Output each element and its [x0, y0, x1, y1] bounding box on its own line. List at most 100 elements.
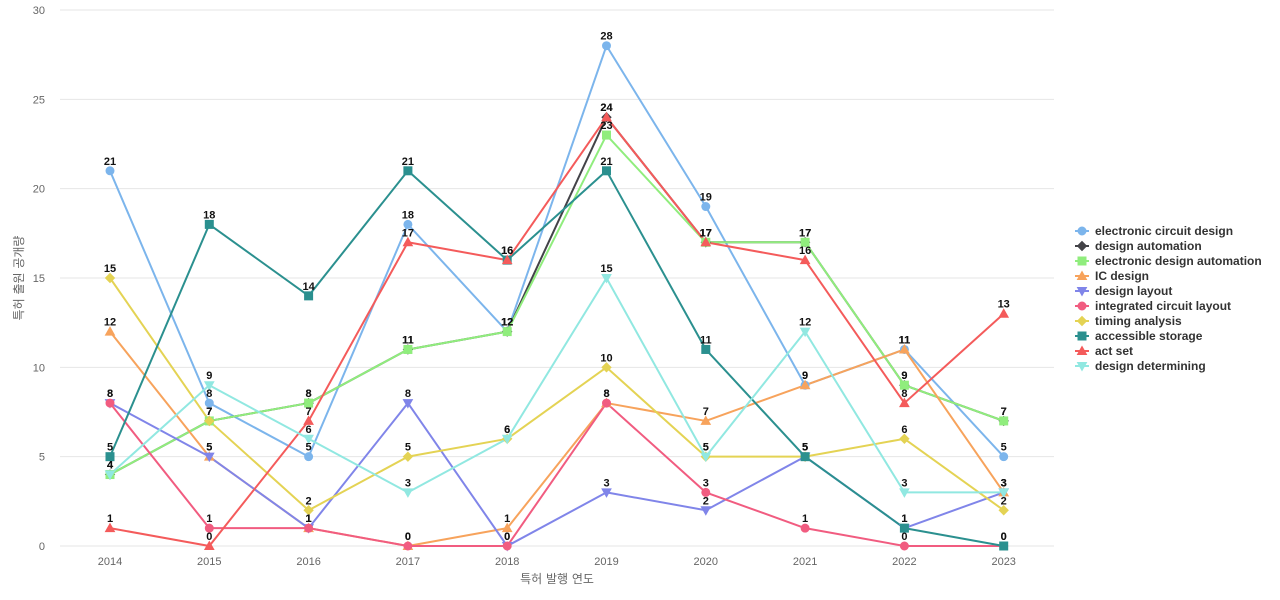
data-point-marker[interactable]	[105, 398, 115, 408]
legend-item[interactable]: act set	[1075, 344, 1133, 358]
legend-item[interactable]: electronic circuit design	[1075, 224, 1233, 238]
data-point-marker[interactable]	[999, 452, 1009, 462]
series-line[interactable]	[109, 44, 1005, 458]
data-label: 5	[405, 442, 411, 454]
data-point-marker[interactable]	[104, 522, 116, 533]
legend-item[interactable]: electronic design automation	[1075, 254, 1262, 268]
data-point-marker[interactable]	[899, 343, 910, 354]
data-point-marker[interactable]	[999, 416, 1009, 426]
data-point-marker[interactable]	[501, 254, 513, 265]
data-point-marker[interactable]	[998, 488, 1010, 498]
data-point-marker[interactable]	[303, 415, 314, 425]
data-point-marker[interactable]	[1076, 315, 1088, 327]
legend-item[interactable]: accessible storage	[1075, 329, 1203, 343]
data-point-marker[interactable]	[502, 327, 512, 337]
legend-item[interactable]: IC design	[1075, 269, 1149, 283]
data-point-marker[interactable]	[403, 344, 413, 354]
data-point-marker[interactable]	[303, 505, 314, 516]
data-point-marker[interactable]	[601, 274, 612, 284]
data-point-marker[interactable]	[701, 344, 711, 354]
data-point-marker[interactable]	[998, 505, 1009, 516]
data-point-marker[interactable]	[402, 451, 414, 462]
data-point-marker[interactable]	[403, 166, 413, 176]
data-point-marker[interactable]	[999, 541, 1009, 551]
data-point-marker[interactable]	[1076, 345, 1088, 355]
data-point-marker[interactable]	[304, 291, 314, 301]
data-point-marker[interactable]	[701, 487, 711, 497]
legend-item[interactable]: design automation	[1075, 239, 1202, 253]
data-point-marker[interactable]	[204, 415, 215, 427]
data-point-marker[interactable]	[1077, 331, 1087, 341]
data-point-marker[interactable]	[602, 130, 611, 140]
data-point-marker[interactable]	[104, 272, 116, 284]
data-label: 4	[107, 460, 114, 472]
data-point-marker[interactable]	[1076, 287, 1088, 297]
data-point-marker[interactable]	[502, 541, 512, 551]
data-point-marker[interactable]	[1076, 362, 1088, 372]
legend-item[interactable]: integrated circuit layout	[1075, 299, 1231, 313]
data-point-marker[interactable]	[602, 398, 611, 408]
legend-item[interactable]: design determining	[1075, 359, 1206, 373]
data-point-marker[interactable]	[799, 379, 811, 390]
data-point-marker[interactable]	[899, 488, 910, 498]
data-point-marker[interactable]	[701, 202, 711, 212]
data-point-marker[interactable]	[1077, 256, 1087, 266]
data-point-marker[interactable]	[204, 523, 214, 533]
data-point-marker[interactable]	[601, 362, 612, 373]
data-point-marker[interactable]	[1076, 270, 1088, 280]
legend-item[interactable]: design layout	[1075, 284, 1172, 298]
data-point-marker[interactable]	[304, 452, 314, 462]
data-point-marker[interactable]	[602, 166, 611, 176]
data-point-marker[interactable]	[203, 381, 215, 391]
series-line[interactable]	[109, 330, 1005, 547]
data-point-marker[interactable]	[1077, 226, 1087, 236]
series-line[interactable]	[109, 169, 1005, 547]
data-point-marker[interactable]	[402, 488, 414, 498]
data-point-marker[interactable]	[700, 506, 712, 516]
data-point-marker[interactable]	[700, 236, 712, 247]
series-line[interactable]	[109, 116, 1005, 547]
series-line[interactable]	[109, 402, 1005, 547]
data-point-marker[interactable]	[899, 380, 909, 390]
data-point-marker[interactable]	[104, 326, 116, 336]
data-point-marker[interactable]	[304, 398, 314, 408]
data-point-marker[interactable]	[402, 236, 414, 247]
data-point-marker[interactable]	[501, 522, 513, 533]
data-point-marker[interactable]	[204, 398, 214, 408]
data-point-marker[interactable]	[501, 434, 513, 445]
data-point-marker[interactable]	[602, 41, 611, 51]
data-point-marker[interactable]	[601, 488, 612, 498]
data-point-marker[interactable]	[104, 470, 116, 481]
data-label: 0	[901, 531, 907, 543]
data-point-marker[interactable]	[799, 327, 811, 338]
data-point-marker[interactable]	[800, 523, 810, 533]
data-point-marker[interactable]	[998, 308, 1010, 318]
data-point-marker[interactable]	[204, 219, 214, 229]
data-point-marker[interactable]	[800, 237, 810, 247]
data-point-marker[interactable]	[403, 219, 413, 229]
data-point-marker[interactable]	[403, 541, 413, 551]
legend-label: design layout	[1095, 284, 1172, 298]
series-line[interactable]	[109, 277, 1005, 512]
data-point-marker[interactable]	[700, 415, 712, 425]
data-point-marker[interactable]	[800, 452, 810, 462]
series-line[interactable]	[109, 277, 1005, 494]
data-point-marker[interactable]	[700, 452, 712, 463]
data-point-marker[interactable]	[601, 111, 612, 122]
data-point-marker[interactable]	[303, 434, 314, 445]
data-point-marker[interactable]	[203, 540, 215, 550]
data-point-marker[interactable]	[899, 541, 909, 551]
data-point-marker[interactable]	[105, 452, 115, 462]
data-point-marker[interactable]	[402, 399, 414, 409]
data-point-marker[interactable]	[105, 166, 115, 176]
data-point-marker[interactable]	[899, 433, 910, 445]
data-point-marker[interactable]	[1077, 301, 1087, 311]
data-point-marker[interactable]	[899, 523, 909, 533]
legend-item[interactable]: timing analysis	[1075, 314, 1182, 328]
data-point-marker[interactable]	[203, 452, 215, 463]
data-point-marker[interactable]	[799, 254, 811, 265]
data-point-marker[interactable]	[899, 397, 910, 408]
data-point-marker[interactable]	[304, 523, 314, 533]
data-point-marker[interactable]	[1076, 240, 1088, 252]
